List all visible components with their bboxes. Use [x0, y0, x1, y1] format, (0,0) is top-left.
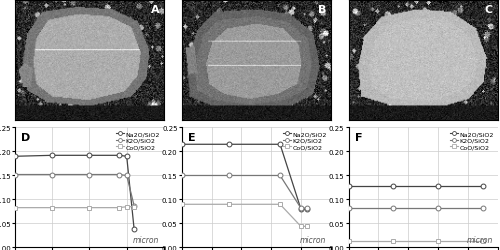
Legend: Na2O/SiO2, K2O/SiO2, CoO/SiO2: Na2O/SiO2, K2O/SiO2, CoO/SiO2 — [116, 131, 161, 150]
Text: E: E — [188, 133, 196, 143]
Text: A: A — [151, 5, 160, 15]
Legend: Na2O/SiO2, K2O/SiO2, CoO/SiO2: Na2O/SiO2, K2O/SiO2, CoO/SiO2 — [450, 131, 494, 150]
Text: micron: micron — [300, 235, 326, 244]
Text: D: D — [21, 133, 30, 143]
Text: B: B — [318, 5, 326, 15]
Text: C: C — [485, 5, 493, 15]
Text: micron: micron — [466, 235, 493, 244]
Legend: Na2O/SiO2, K2O/SiO2, CoO/SiO2: Na2O/SiO2, K2O/SiO2, CoO/SiO2 — [282, 131, 328, 150]
Text: F: F — [354, 133, 362, 143]
Text: micron: micron — [133, 235, 160, 244]
